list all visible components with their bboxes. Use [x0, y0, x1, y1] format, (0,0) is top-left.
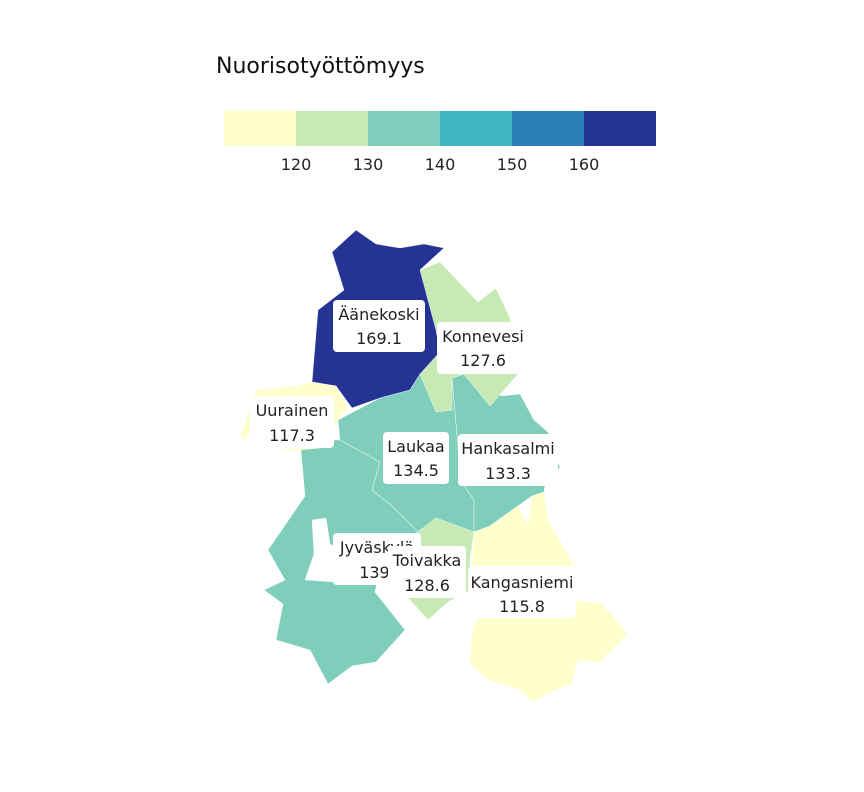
label-name: Laukaa	[387, 437, 444, 456]
label-value: 139.	[359, 563, 395, 582]
label-value: 133.3	[485, 464, 531, 483]
label-value: 169.1	[356, 329, 402, 348]
label-uurainen: Uurainen 117.3	[250, 396, 334, 448]
label-value: 127.6	[460, 351, 506, 370]
legend-tick-label: 150	[497, 155, 528, 174]
label-kangasniemi: Kangasniemi 115.8	[468, 566, 576, 618]
label-value: 134.5	[393, 461, 439, 480]
legend-tick-label: 120	[281, 155, 312, 174]
legend-swatch	[224, 111, 296, 146]
legend-tick-label: 160	[569, 155, 600, 174]
legend-swatch	[512, 111, 584, 146]
color-legend: 120 130 140 150 160	[224, 111, 656, 174]
label-value: 128.6	[404, 576, 450, 595]
legend-tick-label: 130	[353, 155, 384, 174]
label-name: Hankasalmi	[461, 439, 554, 458]
label-konnevesi: Konnevesi 127.6	[437, 322, 529, 374]
value-labels: Äänekoski 169.1 Konnevesi 127.6 Uurainen…	[250, 300, 576, 618]
legend-swatch	[584, 111, 656, 146]
label-name: Konnevesi	[442, 327, 524, 346]
label-value: 115.8	[499, 597, 545, 616]
legend-swatch	[440, 111, 512, 146]
label-name: Kangasniemi	[471, 573, 574, 592]
label-value: 117.3	[269, 426, 315, 445]
legend-tick-label: 140	[425, 155, 456, 174]
legend-swatch	[296, 111, 368, 146]
label-toivakka: Toivakka 128.6	[388, 546, 466, 598]
label-name: Uurainen	[256, 401, 329, 420]
label-aanekoski: Äänekoski 169.1	[333, 300, 425, 352]
legend-swatch	[368, 111, 440, 146]
label-name: Toivakka	[392, 551, 462, 570]
label-laukaa: Laukaa 134.5	[383, 432, 449, 484]
label-name: Äänekoski	[338, 305, 419, 324]
map-title: Nuorisotyöttömyys	[216, 54, 425, 79]
legend-ticks: 120 130 140 150 160	[281, 155, 600, 174]
label-hankasalmi: Hankasalmi 133.3	[458, 434, 558, 486]
legend-swatches	[224, 111, 656, 146]
